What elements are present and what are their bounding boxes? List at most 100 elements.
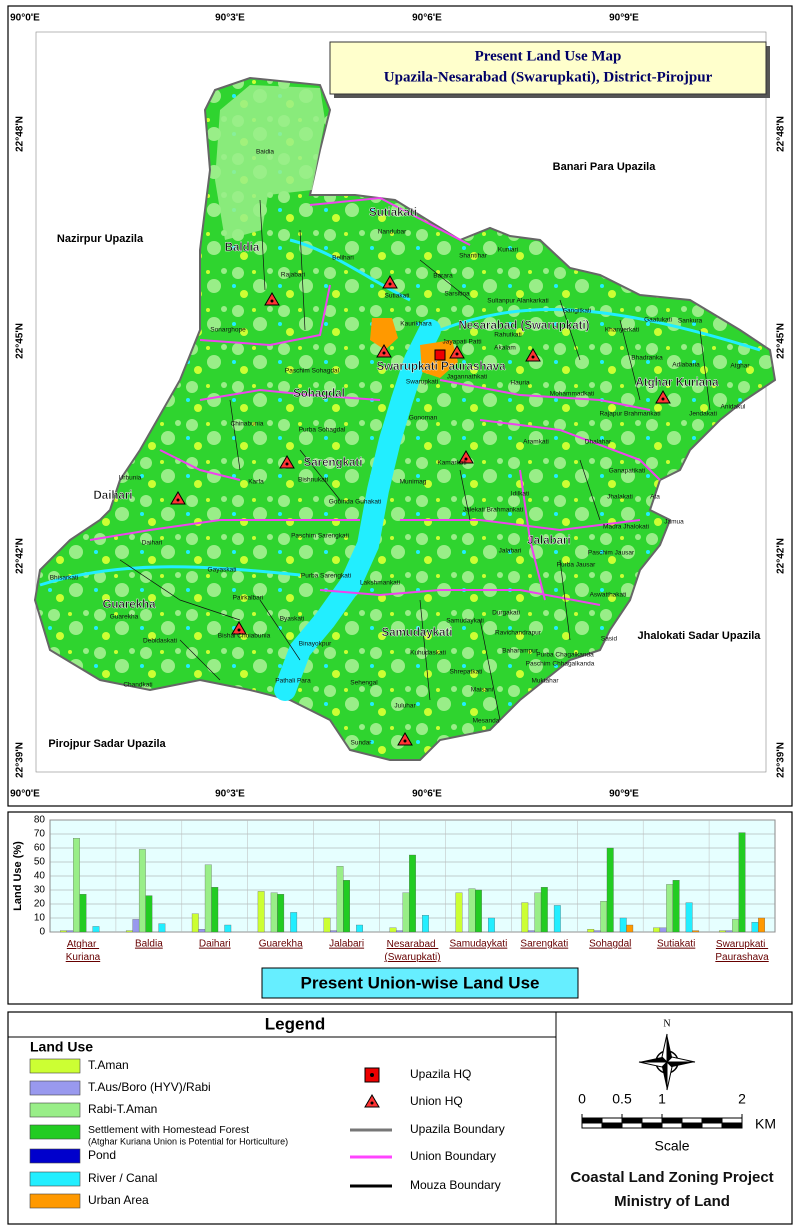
- bar: [402, 892, 410, 933]
- x-tick-line: Paurashava: [715, 952, 769, 963]
- bar: [409, 854, 416, 933]
- bar: [356, 924, 363, 933]
- scale-segment: [661, 1117, 683, 1124]
- upazila-hq: [434, 349, 446, 361]
- mouza-label: Paschim Jausar: [588, 550, 635, 557]
- union-hq: [376, 344, 392, 358]
- mouza-label: Gayaskati: [208, 567, 237, 574]
- hq-markers: [170, 275, 671, 746]
- scale-segment: [701, 1117, 723, 1124]
- mouza-label: Sankura: [678, 318, 703, 325]
- map-subtitle: Upazila-Nesarabad (Swarupkati), District…: [384, 69, 713, 85]
- mouza-label: Guarekha: [110, 614, 139, 621]
- bar: [125, 930, 133, 933]
- bar: [758, 917, 765, 933]
- union-hq: [449, 345, 465, 359]
- mouza-label: Jamua: [664, 519, 684, 526]
- x-tick-line: Kuriana: [66, 952, 101, 963]
- y-tick-label: 50: [34, 857, 46, 868]
- mouza-label: Rajabari: [281, 272, 305, 279]
- bar: [659, 927, 667, 933]
- union-hq-dot: [270, 299, 274, 303]
- legend-swatch: [29, 1102, 81, 1118]
- baldia-rabi-area: [215, 85, 325, 240]
- scale-segment: [581, 1122, 603, 1129]
- mouza-label: Purba Sarengkati: [301, 573, 351, 580]
- union-hq: [458, 450, 474, 464]
- union-hq: [397, 732, 413, 746]
- legend-symbol-label: Upazila Boundary: [410, 1122, 505, 1136]
- x-tick-label: Jalabari: [329, 939, 364, 950]
- legend-title: Legend: [265, 1014, 325, 1033]
- union-hq: [264, 292, 280, 306]
- x-tick-label: Samudaykati: [450, 939, 508, 950]
- mouza-label: Lakshmankati: [360, 580, 400, 587]
- x-tick-label: Baldia: [135, 939, 163, 950]
- mouza-label: Adlabaria: [672, 362, 700, 369]
- title-box: [329, 41, 767, 95]
- bar: [198, 929, 206, 933]
- x-tick-label: Sutiakati: [657, 939, 695, 950]
- north-label: N: [663, 1018, 670, 1029]
- bar: [488, 917, 495, 933]
- x-tick-label: Sohagdal: [589, 939, 631, 950]
- mouza-label: Ganapatikati: [609, 468, 646, 475]
- y-tick-label: 80: [34, 815, 46, 826]
- bar: [191, 913, 199, 933]
- mouza-label: Khanyerkati: [605, 327, 639, 334]
- longitude-label: 90°0'E: [10, 789, 40, 800]
- mouza-label: Gonoman: [409, 415, 438, 422]
- mouza-label: Jendakati: [689, 411, 717, 418]
- bar: [600, 901, 608, 933]
- latitude-label: 22°42'N: [15, 538, 26, 574]
- union-label: Sarengkati: [304, 457, 363, 469]
- x-tick-label: Nesarabad (Swarupkati): [384, 939, 440, 963]
- x-tick-label: Sarengkati: [520, 939, 568, 950]
- mouza-label: Sonarghope: [210, 327, 246, 334]
- longitude-label: 90°9'E: [609, 13, 639, 24]
- mouza-label: Barara: [433, 273, 453, 280]
- bar: [73, 838, 80, 933]
- mouza-label: Gaatukati: [644, 317, 672, 324]
- mouza-label: Idilkati: [511, 491, 529, 498]
- mouza-label: Purba Chagalkanda: [536, 652, 594, 659]
- union-hq-dot: [176, 498, 180, 502]
- mouza-label: Paschim Sarengkati: [291, 533, 349, 540]
- chart-title-box: [261, 967, 579, 999]
- bar: [553, 905, 561, 933]
- mouza-label: Maisani: [471, 687, 493, 694]
- bar: [455, 892, 463, 933]
- union-label: Jalabari: [527, 535, 570, 547]
- mouza-label: Sasid: [601, 636, 618, 643]
- union-hq-dot: [464, 457, 468, 461]
- mouza-label: Swarupkati: [406, 379, 438, 386]
- mouza-label: Chinabunia: [231, 421, 264, 428]
- latitude-label: 22°48'N: [15, 116, 26, 152]
- union-hq: [170, 491, 186, 505]
- legend-label: T.Aman: [88, 1058, 129, 1072]
- legend-symbol-label: Mouza Boundary: [410, 1178, 501, 1192]
- mouza-label: Samudaykati: [446, 618, 484, 625]
- legend-symbols: [350, 1067, 392, 1188]
- mouza-label: Kuhudaskati: [410, 650, 446, 657]
- union-hq-dot: [388, 282, 392, 286]
- mouza-label: Purba Jausar: [557, 562, 596, 569]
- legend-label: T.Aus/Boro (HYV)/Rabi: [88, 1080, 211, 1094]
- mouza-label: Pathali Para: [275, 678, 311, 685]
- map-area: [33, 76, 777, 761]
- union-label: Baldia: [225, 242, 260, 254]
- mouza-label: Binayokpur: [299, 641, 332, 648]
- x-tick-line: (Swarupkati): [384, 952, 440, 963]
- bar: [422, 915, 429, 933]
- y-tick-label: 40: [34, 871, 46, 882]
- bar: [672, 880, 680, 933]
- union-label: Samudaykati: [382, 627, 453, 639]
- mouza-label: Bishnukati: [298, 477, 328, 484]
- bar: [468, 888, 476, 933]
- bar: [540, 887, 548, 933]
- mouza-label: Mohammadkati: [550, 391, 594, 398]
- union-hq-dot: [237, 628, 241, 632]
- longitude-label: 90°3'E: [215, 789, 245, 800]
- mouza-label: Paschim Sohagdal: [285, 368, 340, 375]
- mouza-label: Chandkati: [123, 682, 152, 689]
